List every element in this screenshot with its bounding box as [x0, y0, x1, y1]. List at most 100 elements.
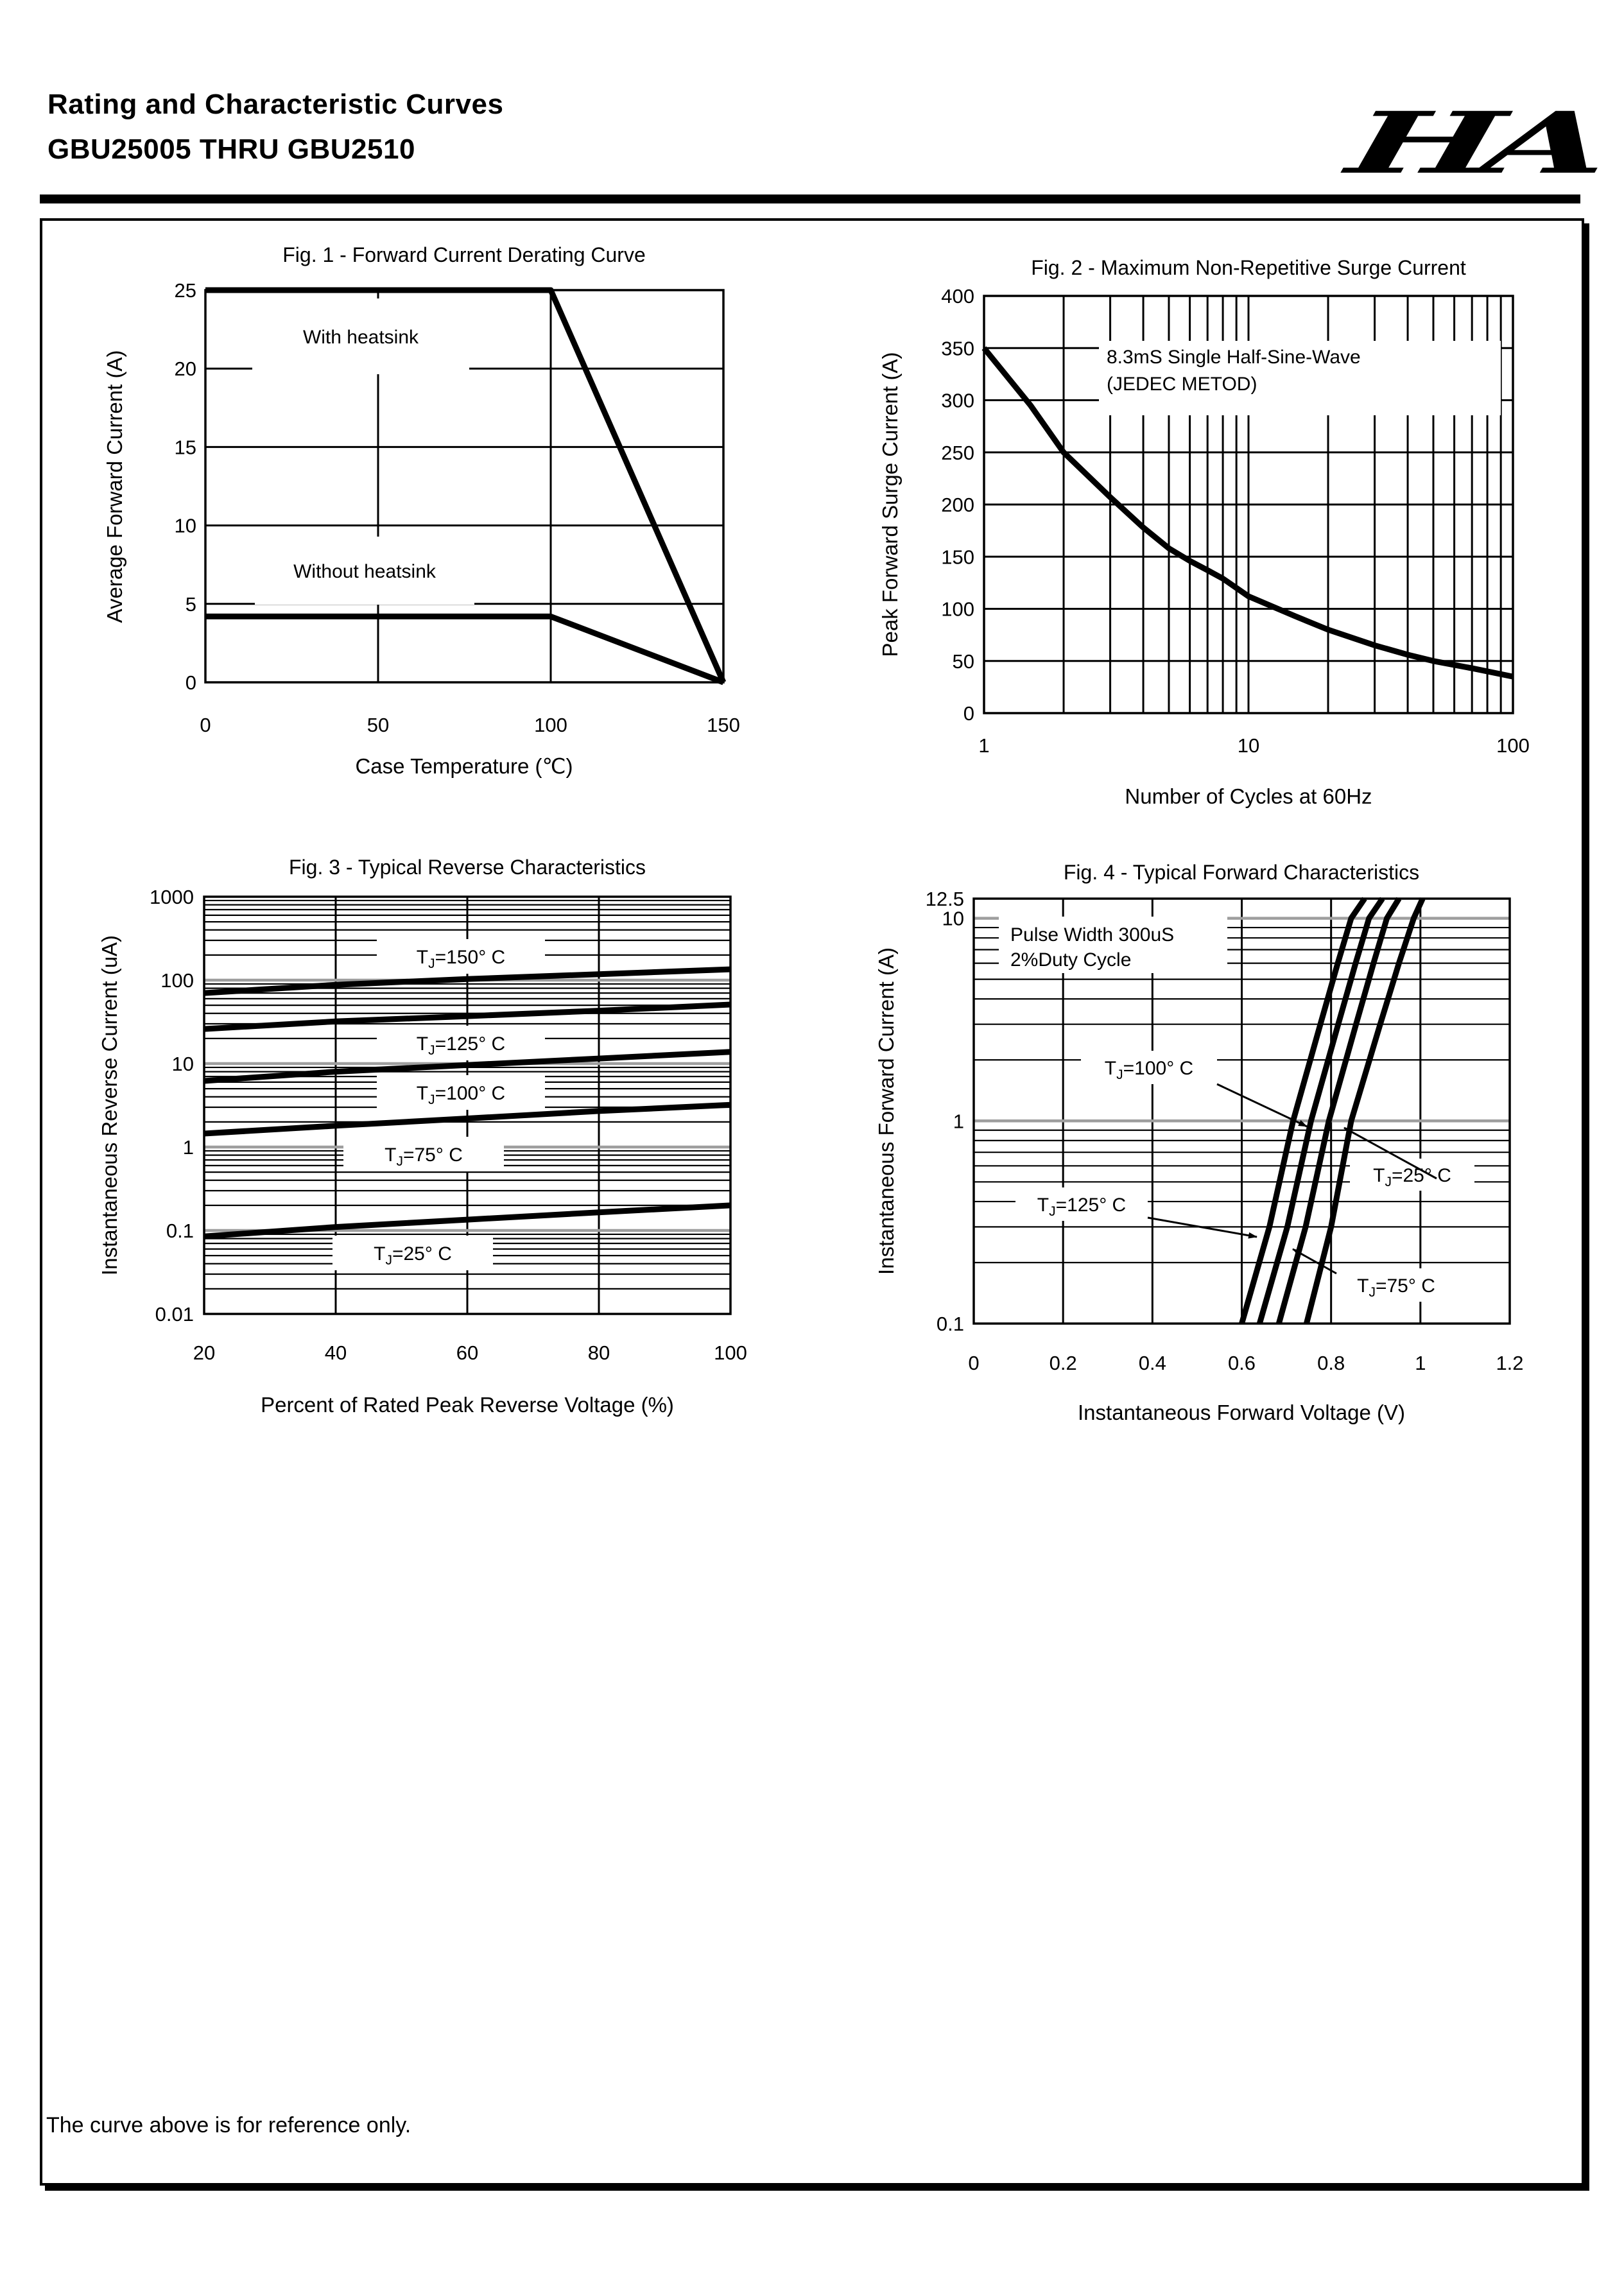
x-axis-title: Case Temperature (℃) [355, 754, 573, 778]
fig4-series-0 [1239, 897, 1367, 1325]
curve-label-box [1081, 1051, 1217, 1084]
annotation-text: 8.3mS Single Half-Sine-Wave [1107, 347, 1361, 368]
fig3-chart: TJ=150° C TJ=125° C TJ=100° C TJ=75° C TJ=25… [98, 856, 747, 1417]
y-tick-label: 250 [941, 442, 974, 464]
curve-label-box [1350, 1159, 1474, 1191]
y-tick-label: 1 [183, 1136, 194, 1159]
x-tick-label: 80 [588, 1342, 610, 1364]
curve-label: Without heatsink [293, 561, 436, 582]
fig2-chart: 8.3mS Single Half-Sine-Wave (JEDEC METOD)… [878, 256, 1530, 808]
curve-label-box [333, 1236, 493, 1270]
y-tick-label: 0.01 [155, 1303, 194, 1325]
y-axis-title: Instantaneous Reverse Current (uA) [98, 935, 121, 1275]
fig3-series-4 [203, 1202, 731, 1239]
page-title: Rating and Characteristic Curves [48, 89, 504, 120]
y-axis-title: Average Forward Current (A) [103, 350, 126, 623]
x-tick-label: 0 [968, 1352, 979, 1374]
y-tick-label: 1 [953, 1110, 964, 1132]
annotation-text: 2%Duty Cycle [1010, 949, 1131, 971]
x-tick-label: 1.2 [1496, 1352, 1523, 1374]
x-tick-label: 10 [1238, 734, 1259, 757]
x-tick-label: 20 [193, 1342, 215, 1364]
curve-label-box [377, 1075, 545, 1110]
x-tick-label: 50 [367, 714, 389, 736]
curve-label-box [1333, 1268, 1460, 1302]
y-tick-label: 200 [941, 494, 974, 516]
chart-title: Fig. 2 - Maximum Non-Repetitive Surge Cu… [1031, 256, 1466, 279]
x-tick-label: 0.2 [1050, 1352, 1077, 1374]
y-tick-label: 0 [186, 671, 196, 694]
chart-title: Fig. 1 - Forward Current Derating Curve [282, 243, 646, 266]
x-tick-label: 0.4 [1139, 1352, 1166, 1374]
y-tick-label: 25 [175, 279, 196, 302]
fig3-series-1 [203, 1001, 731, 1032]
chart-title: Fig. 4 - Typical Forward Characteristics [1064, 861, 1419, 884]
chart-title: Fig. 3 - Typical Reverse Characteristics [289, 856, 646, 879]
y-tick-label: 150 [941, 546, 974, 568]
x-tick-label: 60 [456, 1342, 478, 1364]
y-tick-label: 350 [941, 337, 974, 359]
label-arrow [1343, 1126, 1437, 1180]
curve-label: With heatsink [303, 327, 419, 348]
y-tick-label: 20 [175, 358, 196, 380]
curve-label-box [252, 298, 469, 374]
x-axis-title: Percent of Rated Peak Reverse Voltage (%… [261, 1393, 674, 1417]
footer-note: The curve above is for reference only. [46, 2113, 411, 2137]
curve-label: TJ=125° C [417, 1033, 505, 1058]
x-tick-label: 1 [1415, 1352, 1426, 1374]
curve-label: TJ=75° C [384, 1144, 463, 1169]
y-tick-label: 400 [941, 285, 974, 307]
curve-label-box [377, 939, 545, 974]
y-tick-label: 100 [160, 969, 194, 992]
fig4-series-3 [1304, 897, 1426, 1325]
x-tick-label: 1 [978, 734, 989, 757]
fig3-series-2 [203, 1049, 731, 1084]
x-tick-label: 100 [714, 1342, 747, 1364]
curve-label: TJ=125° C [1037, 1195, 1126, 1219]
x-tick-label: 150 [707, 714, 740, 736]
curve-label: TJ=75° C [1357, 1275, 1435, 1300]
x-axis-title: Instantaneous Forward Voltage (V) [1078, 1401, 1405, 1424]
x-tick-label: 100 [534, 714, 567, 736]
annotation-box [999, 917, 1227, 973]
y-tick-label: 10 [172, 1053, 194, 1075]
curve-label-box [1015, 1187, 1148, 1221]
curve-label: TJ=100° C [1105, 1058, 1193, 1082]
y-tick-label: 1000 [150, 886, 194, 908]
annotation-text: Pulse Width 300uS [1010, 924, 1174, 945]
y-tick-label: 10 [942, 908, 964, 930]
y-axis-title: Peak Forward Surge Current (A) [878, 352, 902, 657]
y-tick-label: 5 [186, 593, 196, 616]
annotation-text: (JEDEC METOD) [1107, 374, 1257, 395]
fig2-series-0 [981, 346, 1514, 680]
x-tick-label: 0.8 [1317, 1352, 1345, 1374]
fig1-series-1 [205, 613, 725, 686]
x-tick-label: 0 [200, 714, 211, 736]
x-tick-label: 0.6 [1228, 1352, 1256, 1374]
x-tick-label: 100 [1496, 734, 1530, 757]
curve-label-box [377, 1026, 545, 1060]
fig4-series-1 [1256, 897, 1385, 1325]
curve-label: TJ=25° C [374, 1243, 452, 1268]
fig4-series-2 [1275, 897, 1402, 1325]
y-tick-label: 15 [175, 436, 196, 458]
curve-label: TJ=25° C [1373, 1165, 1451, 1189]
fig1-chart: With heatsink Without heatsink 0 50 100 150 0 5… [103, 243, 740, 778]
x-axis-title: Number of Cycles at 60Hz [1125, 784, 1372, 808]
y-tick-label: 0 [963, 702, 974, 725]
x-tick-label: 40 [325, 1342, 347, 1364]
fig3-series-3 [203, 1101, 731, 1137]
y-tick-label: 10 [175, 515, 196, 537]
curve-label-box [255, 537, 474, 605]
fig3-series-0 [203, 966, 731, 996]
y-tick-label: 300 [941, 390, 974, 412]
y-tick-label: 12.5 [926, 888, 964, 910]
y-tick-label: 50 [953, 650, 974, 673]
plot-border [983, 295, 1514, 714]
fig4-chart: TJ=125° C TJ=100° C TJ=75° C TJ=25° C Pulse … [874, 861, 1524, 1424]
label-arrow [1216, 1083, 1308, 1128]
header-divider-rule [40, 194, 1580, 203]
part-number-range: GBU25005 THRU GBU2510 [48, 134, 415, 165]
